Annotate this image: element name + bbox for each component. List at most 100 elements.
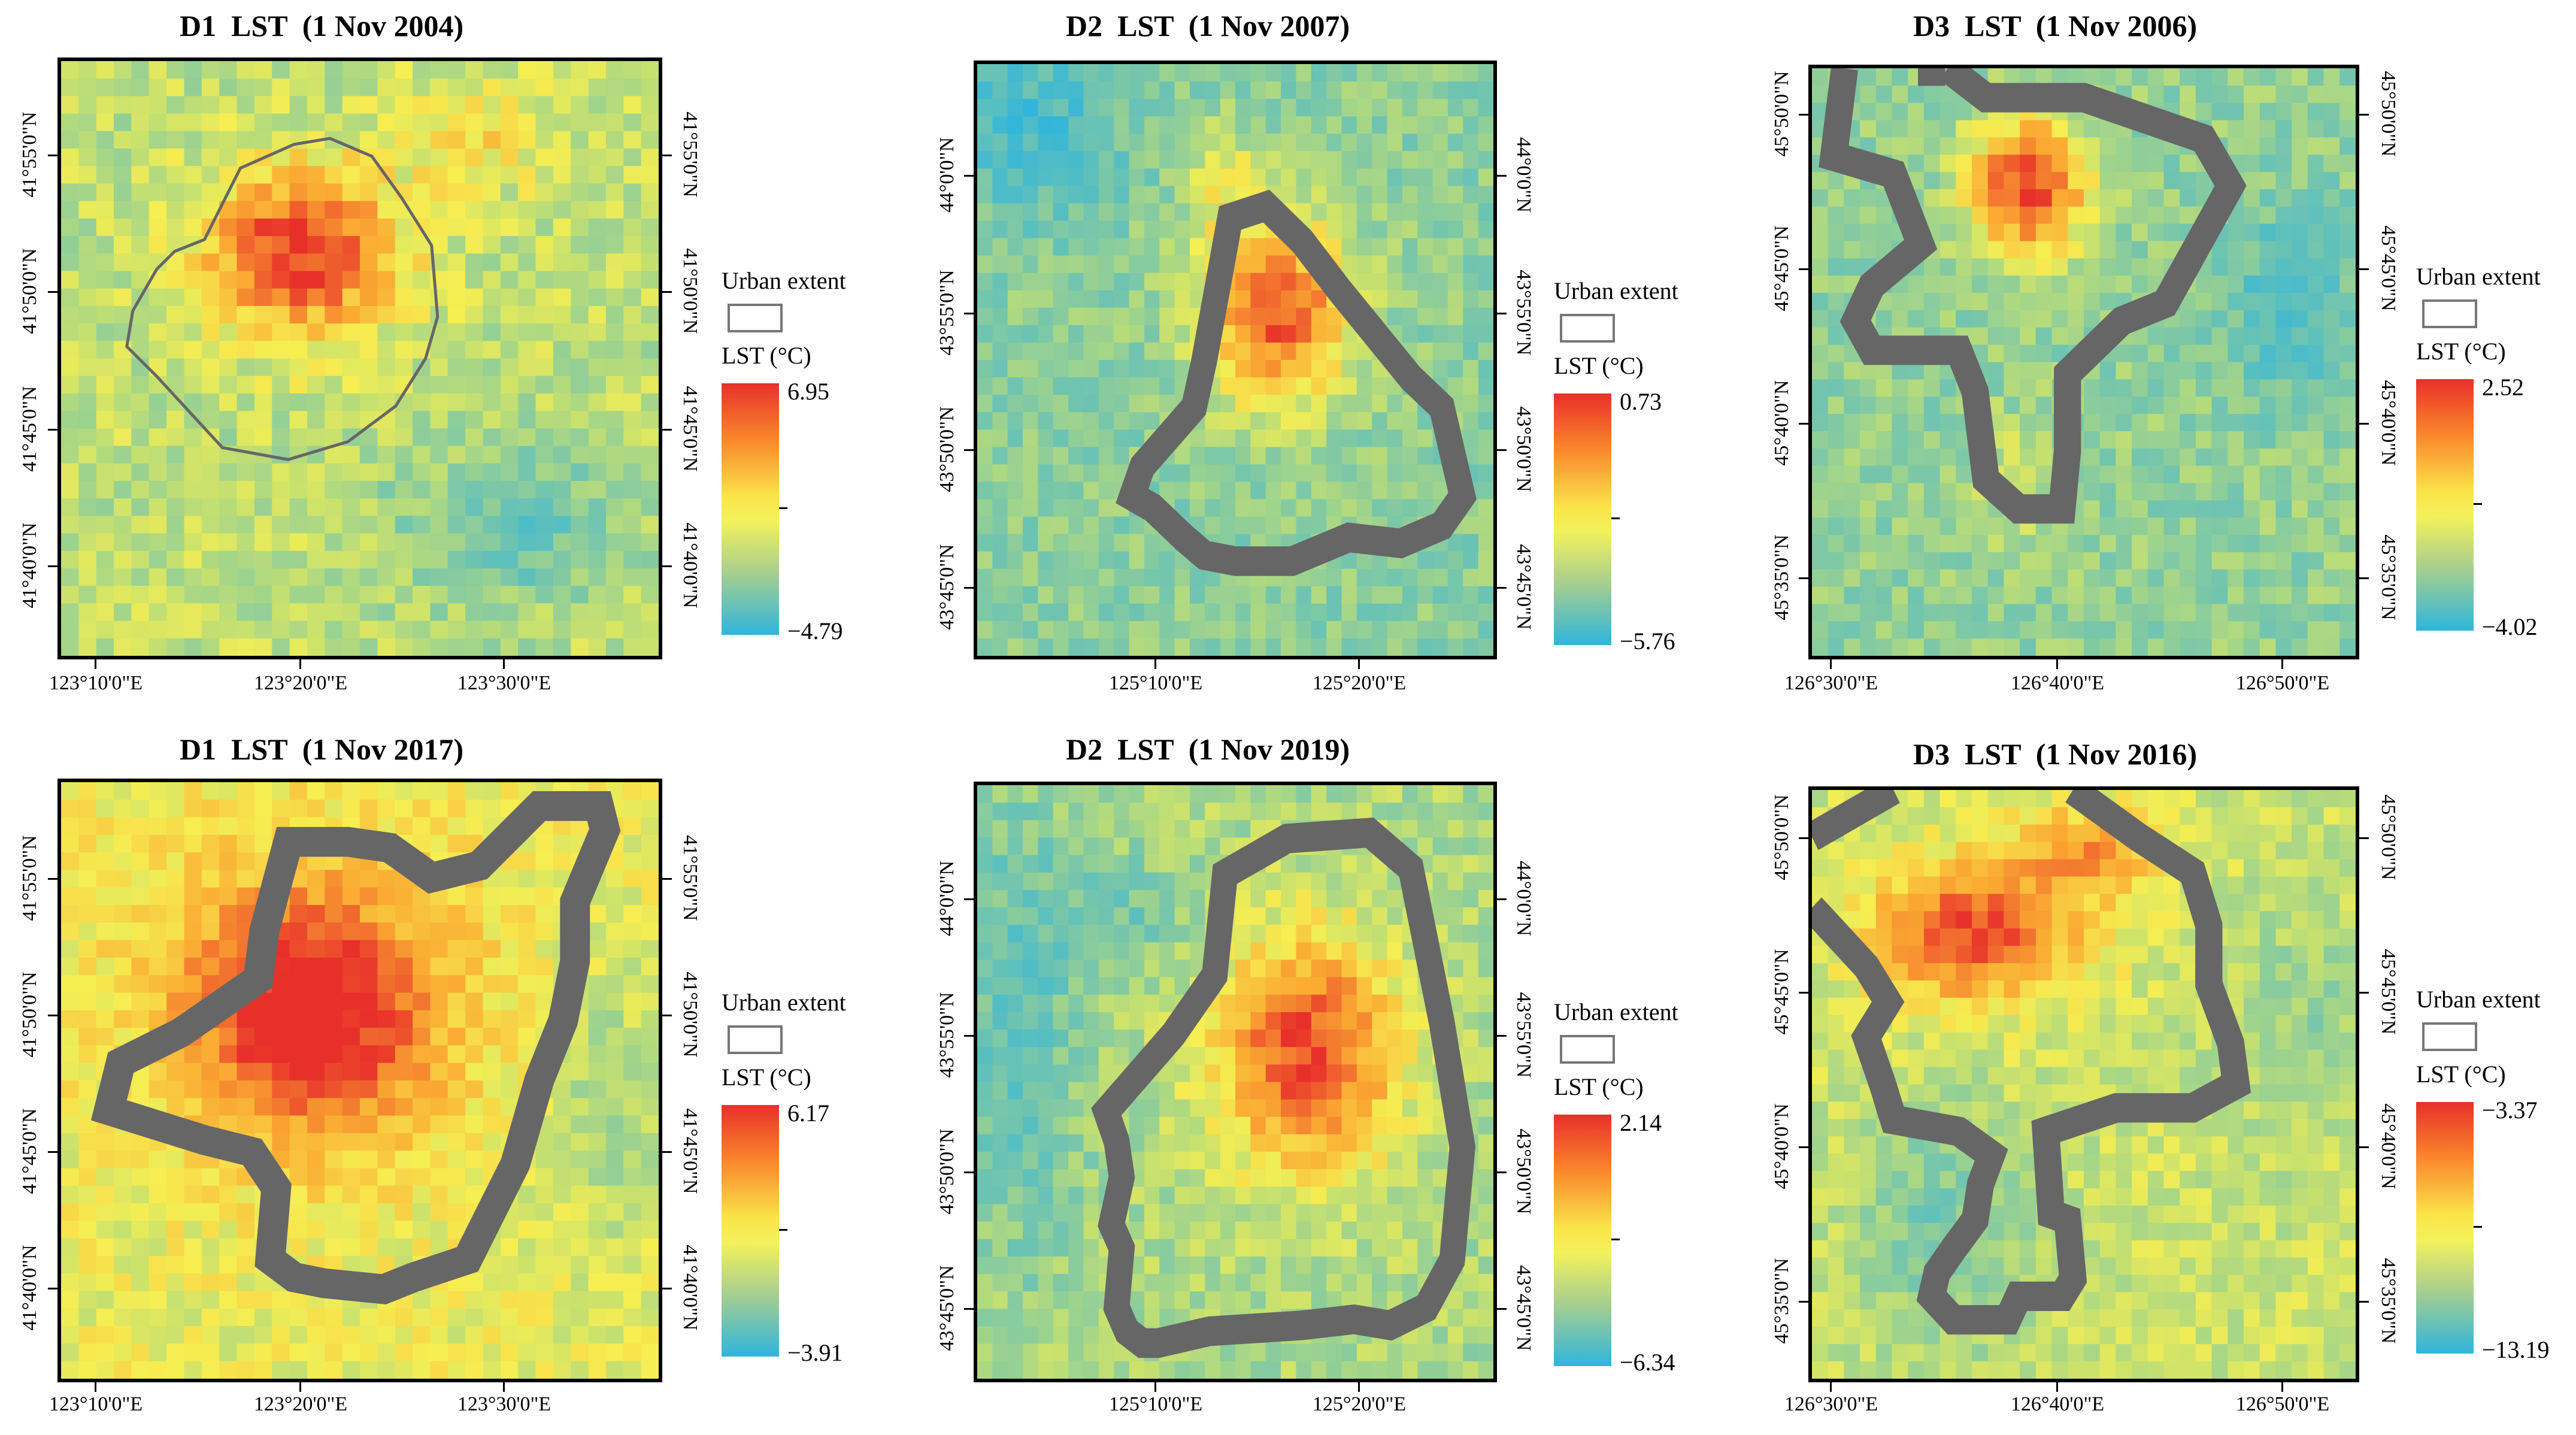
- lst-cell: [535, 96, 554, 114]
- lst-cell: [483, 149, 501, 166]
- lst-cell: [2068, 552, 2084, 570]
- lst-cell: [78, 1133, 97, 1151]
- lst-cell: [342, 288, 360, 307]
- lst-cell: [149, 183, 167, 202]
- lst-cell: [605, 568, 624, 586]
- lat-label-right: 41°40'0"N: [679, 1245, 701, 1331]
- lst-cell: [1068, 586, 1084, 604]
- lst-cell: [1205, 116, 1221, 134]
- lst-cell: [1478, 412, 1493, 430]
- lst-cell: [535, 61, 554, 79]
- lst-cell: [166, 498, 184, 516]
- lst-cell: [2051, 535, 2068, 553]
- lst-cell: [254, 638, 272, 656]
- lst-cell: [1281, 872, 1296, 891]
- lst-cell: [641, 1133, 659, 1151]
- lst-cell: [2035, 586, 2053, 604]
- lst-cell: [1875, 223, 1892, 242]
- lst-cell: [1205, 464, 1221, 482]
- lst-cell: [184, 550, 202, 569]
- lst-cell: [1296, 603, 1312, 622]
- lst-cell: [518, 1326, 537, 1344]
- lst-cell: [325, 113, 343, 132]
- lst-cell: [1326, 499, 1342, 517]
- lst-cell: [2244, 293, 2260, 311]
- lst-cell: [447, 940, 466, 958]
- lon-label: 125°20'0"E: [1312, 672, 1407, 694]
- lst-cell: [289, 1028, 308, 1046]
- lst-cell: [219, 638, 238, 656]
- lst-cell: [219, 428, 238, 447]
- lst-cell: [237, 78, 255, 96]
- lst-cell: [307, 393, 325, 411]
- lst-cell: [1987, 552, 2004, 570]
- lst-cell: [149, 568, 167, 586]
- lst-cell: [430, 201, 448, 219]
- lst-cell: [588, 1028, 607, 1046]
- lst-cell: [1908, 552, 1925, 570]
- lst-cell: [149, 1361, 167, 1379]
- lst-cell: [2035, 276, 2053, 293]
- lst-cell: [977, 429, 993, 447]
- lst-cell: [1220, 342, 1236, 361]
- lst-cell: [219, 1185, 238, 1204]
- lst-cell: [289, 480, 308, 499]
- lst-cell: [1356, 151, 1372, 169]
- lst-cell: [149, 620, 167, 639]
- lst-cell: [307, 586, 325, 604]
- lst-cell: [131, 638, 150, 656]
- lst-cell: [500, 1238, 519, 1257]
- lst-cell: [2132, 414, 2148, 432]
- lst-cell: [1326, 785, 1342, 803]
- lst-cell: [1844, 362, 1860, 380]
- lst-cell: [1068, 620, 1084, 639]
- lst-cell: [237, 1115, 255, 1134]
- lst-cell: [430, 957, 448, 976]
- lst-cell: [1007, 586, 1023, 604]
- lst-cell: [2275, 293, 2292, 311]
- lst-cell: [413, 113, 431, 132]
- lst-cell: [149, 498, 167, 516]
- lst-cell: [1447, 307, 1463, 326]
- lst-cell: [977, 907, 993, 925]
- lst-cell: [1875, 517, 1892, 535]
- lst-cell: [1144, 151, 1160, 169]
- lst-cell: [1417, 837, 1434, 856]
- lst-cell: [1235, 395, 1251, 413]
- lst-cell: [1812, 465, 1829, 483]
- lst-cell: [1038, 64, 1054, 82]
- lst-cell: [1326, 395, 1342, 413]
- lst-cell: [518, 61, 537, 79]
- lst-cell: [1341, 499, 1357, 517]
- lst-cell: [1875, 379, 1892, 397]
- lst-cell: [1892, 310, 1908, 328]
- lst-cell: [2244, 223, 2260, 242]
- lst-cell: [500, 1308, 519, 1327]
- lst-cell: [535, 1238, 554, 1257]
- lst-cell: [272, 1045, 290, 1064]
- lst-cell: [1987, 206, 2004, 225]
- lst-cell: [2132, 621, 2148, 639]
- lst-cell: [588, 288, 607, 307]
- lst-cell: [2035, 431, 2053, 449]
- lst-cell: [377, 1028, 396, 1046]
- lst-cell: [1038, 412, 1054, 430]
- lst-cell: [465, 1326, 483, 1344]
- lst-cell: [1281, 499, 1296, 517]
- lst-cell: [1432, 220, 1448, 239]
- lst-cell: [2195, 552, 2213, 570]
- lst-cell: [518, 236, 537, 254]
- lst-cell: [201, 113, 220, 132]
- lst-cell: [289, 620, 308, 639]
- lst-cell: [96, 516, 114, 534]
- lst-cell: [1038, 220, 1054, 239]
- lst-cell: [201, 922, 220, 941]
- lst-cell: [535, 1291, 554, 1309]
- lst-cell: [149, 533, 167, 552]
- lst-cell: [307, 1221, 325, 1239]
- lst-cell: [342, 463, 360, 482]
- lst-cell: [149, 236, 167, 254]
- lst-cell: [1235, 464, 1251, 482]
- lst-cell: [535, 1361, 554, 1379]
- lst-cell: [1972, 241, 1989, 259]
